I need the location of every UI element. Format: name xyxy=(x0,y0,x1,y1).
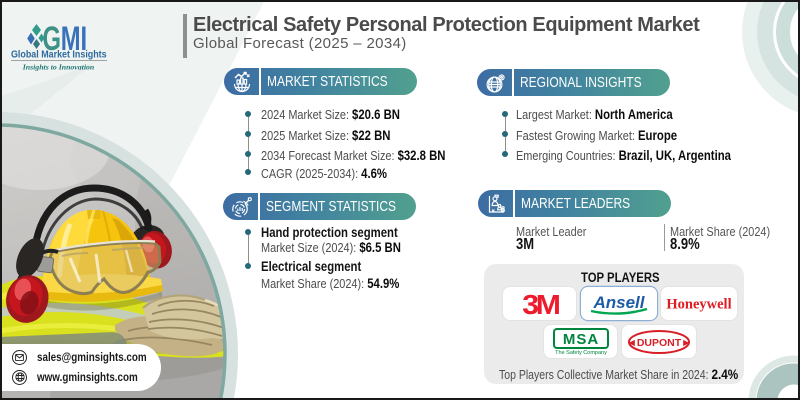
svg-text:Honeywell: Honeywell xyxy=(666,296,731,312)
svg-text:Ansell: Ansell xyxy=(592,293,645,312)
svg-text:The Safety Company: The Safety Company xyxy=(555,350,607,356)
svg-text:MI: MI xyxy=(61,20,87,58)
svg-text:3M: 3M xyxy=(522,290,559,318)
svg-text:Global Market Insights: Global Market Insights xyxy=(11,49,107,61)
svg-text:◄DUPONT►: ◄DUPONT► xyxy=(627,337,691,349)
svg-text:Insights to Innovation: Insights to Innovation xyxy=(22,63,95,72)
svg-text:MSA: MSA xyxy=(562,331,598,348)
svg-text:G: G xyxy=(43,20,62,58)
